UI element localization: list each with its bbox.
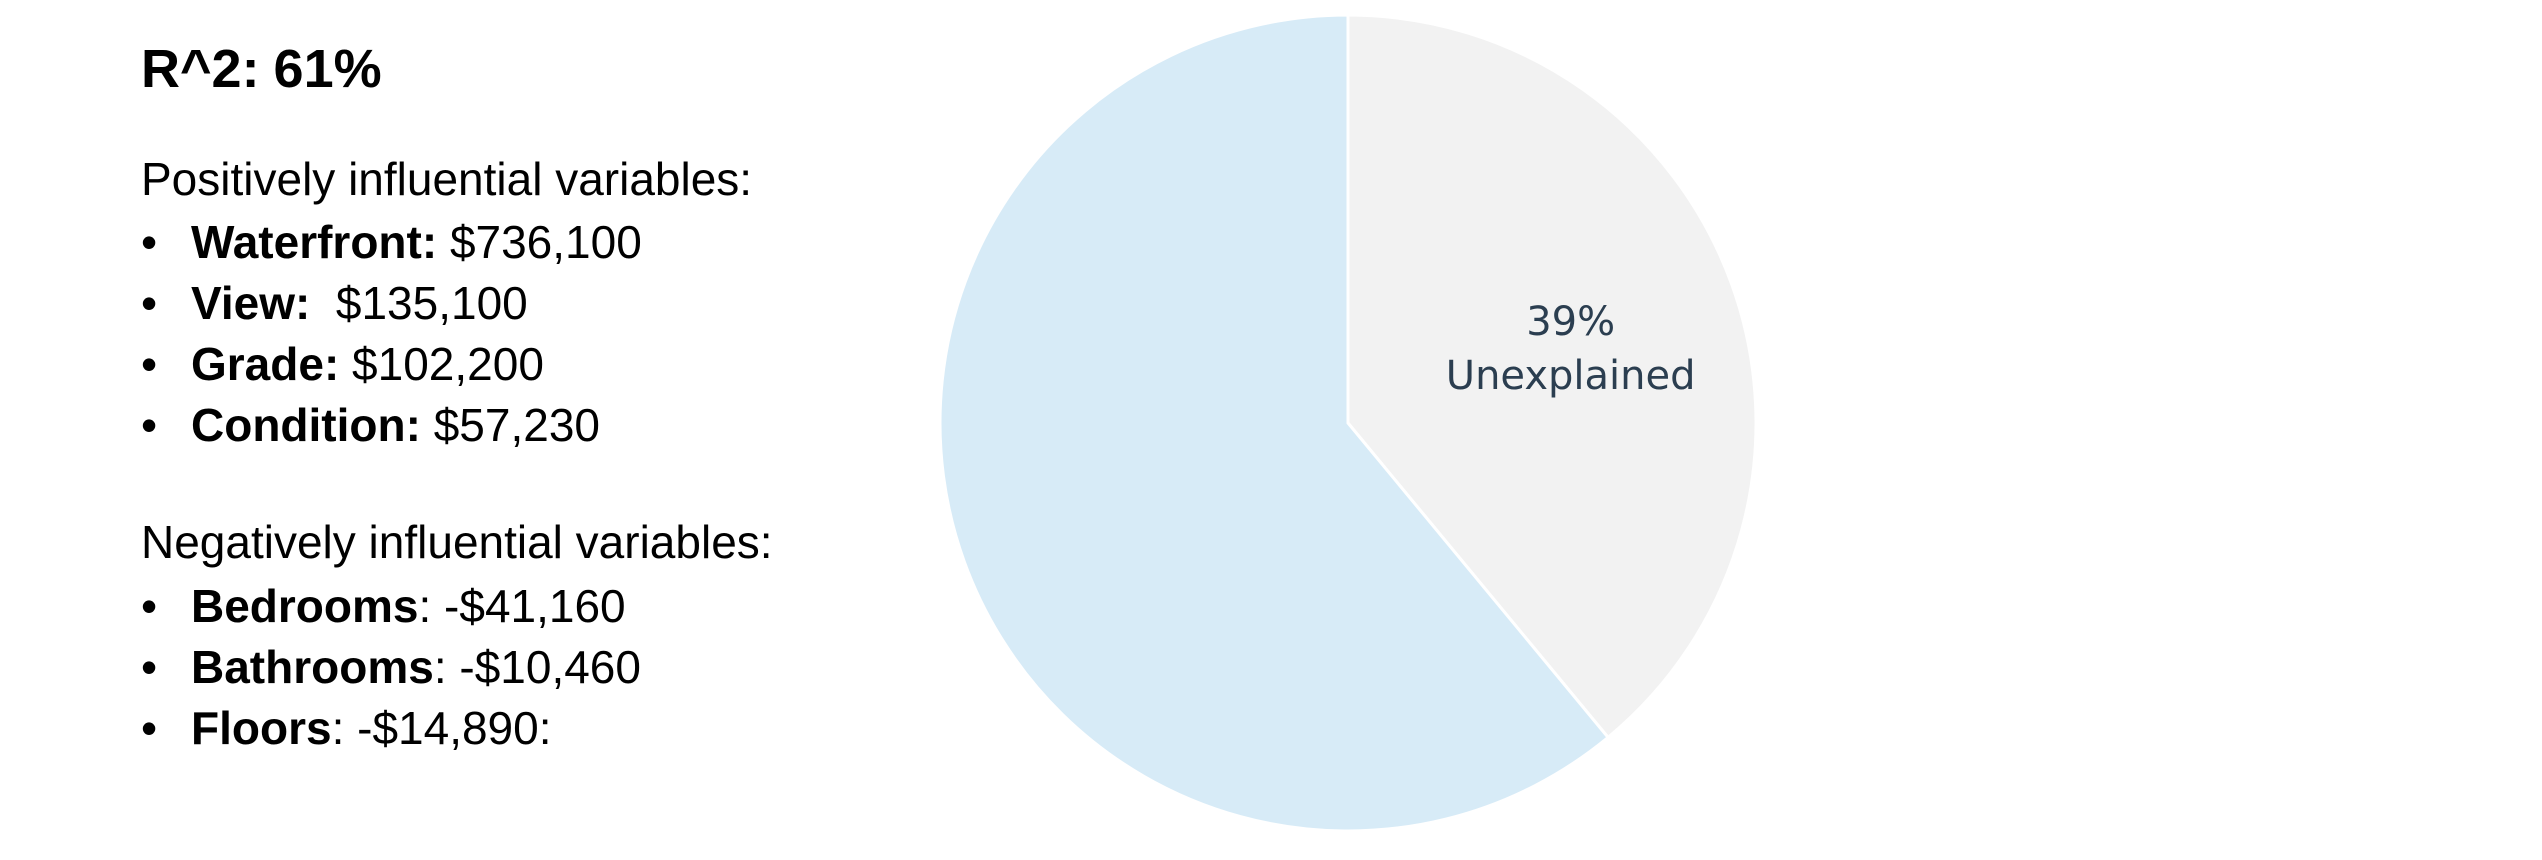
r-squared-heading: R^2: 61%: [141, 38, 382, 100]
variable-name: View:: [191, 277, 311, 329]
bullet-icon: •: [141, 399, 158, 451]
bullet-icon: •: [141, 338, 158, 390]
variable-value: : -$10,460: [433, 641, 641, 693]
bullet-icon: •: [141, 580, 158, 632]
bullet-icon: •: [141, 641, 158, 693]
bullet-icon: •: [141, 702, 158, 754]
pie-slice-1: [938, 13, 1611, 833]
list-item: • Bathrooms: -$10,460: [141, 637, 641, 698]
list-item: • Grade: $102,200: [141, 334, 642, 395]
list-item: • Waterfront: $736,100: [141, 212, 642, 273]
bullet-icon: •: [141, 277, 158, 329]
list-item: • Bedrooms: -$41,160: [141, 576, 641, 637]
pie-chart-svg: 39% Unexplained: [938, 13, 1758, 833]
variable-name: Bathrooms: [191, 641, 434, 693]
negative-variables-list: • Bedrooms: -$41,160 • Bathrooms: -$10,460…: [141, 576, 641, 759]
variable-value: $736,100: [449, 216, 642, 268]
list-item: • Floors: -$14,890:: [141, 698, 641, 759]
variable-value: : -$14,890:: [331, 702, 552, 754]
pie-slice-unexplained: [1346, 13, 1758, 740]
variable-value: $135,100: [335, 277, 528, 329]
positive-variables-list: • Waterfront: $736,100 • View: $135,100 • G…: [141, 212, 642, 456]
pie-slice-category-label: Unexplained: [1446, 353, 1696, 399]
positive-variables-heading: Positively influential variables:: [141, 153, 753, 205]
variable-name: Condition:: [191, 399, 421, 451]
variable-value: $57,230: [433, 399, 600, 451]
variable-name: Grade:: [191, 338, 340, 390]
variable-value: : -$41,160: [418, 580, 626, 632]
pie-slice-value-label: 39%: [1526, 299, 1615, 345]
variable-value: $102,200: [352, 338, 544, 390]
variable-name: Floors: [191, 702, 332, 754]
list-item: • Condition: $57,230: [141, 395, 642, 456]
variable-name: Bedrooms: [191, 580, 419, 632]
list-item: • View: $135,100: [141, 273, 642, 334]
r-squared-value: 61%: [273, 39, 382, 99]
negative-variables-heading: Negatively influential variables:: [141, 516, 773, 568]
bullet-icon: •: [141, 216, 158, 268]
r-squared-label: R^2:: [141, 39, 260, 99]
pie-chart: 39% Unexplained: [900, 0, 1800, 860]
variable-name: Waterfront:: [191, 216, 438, 268]
